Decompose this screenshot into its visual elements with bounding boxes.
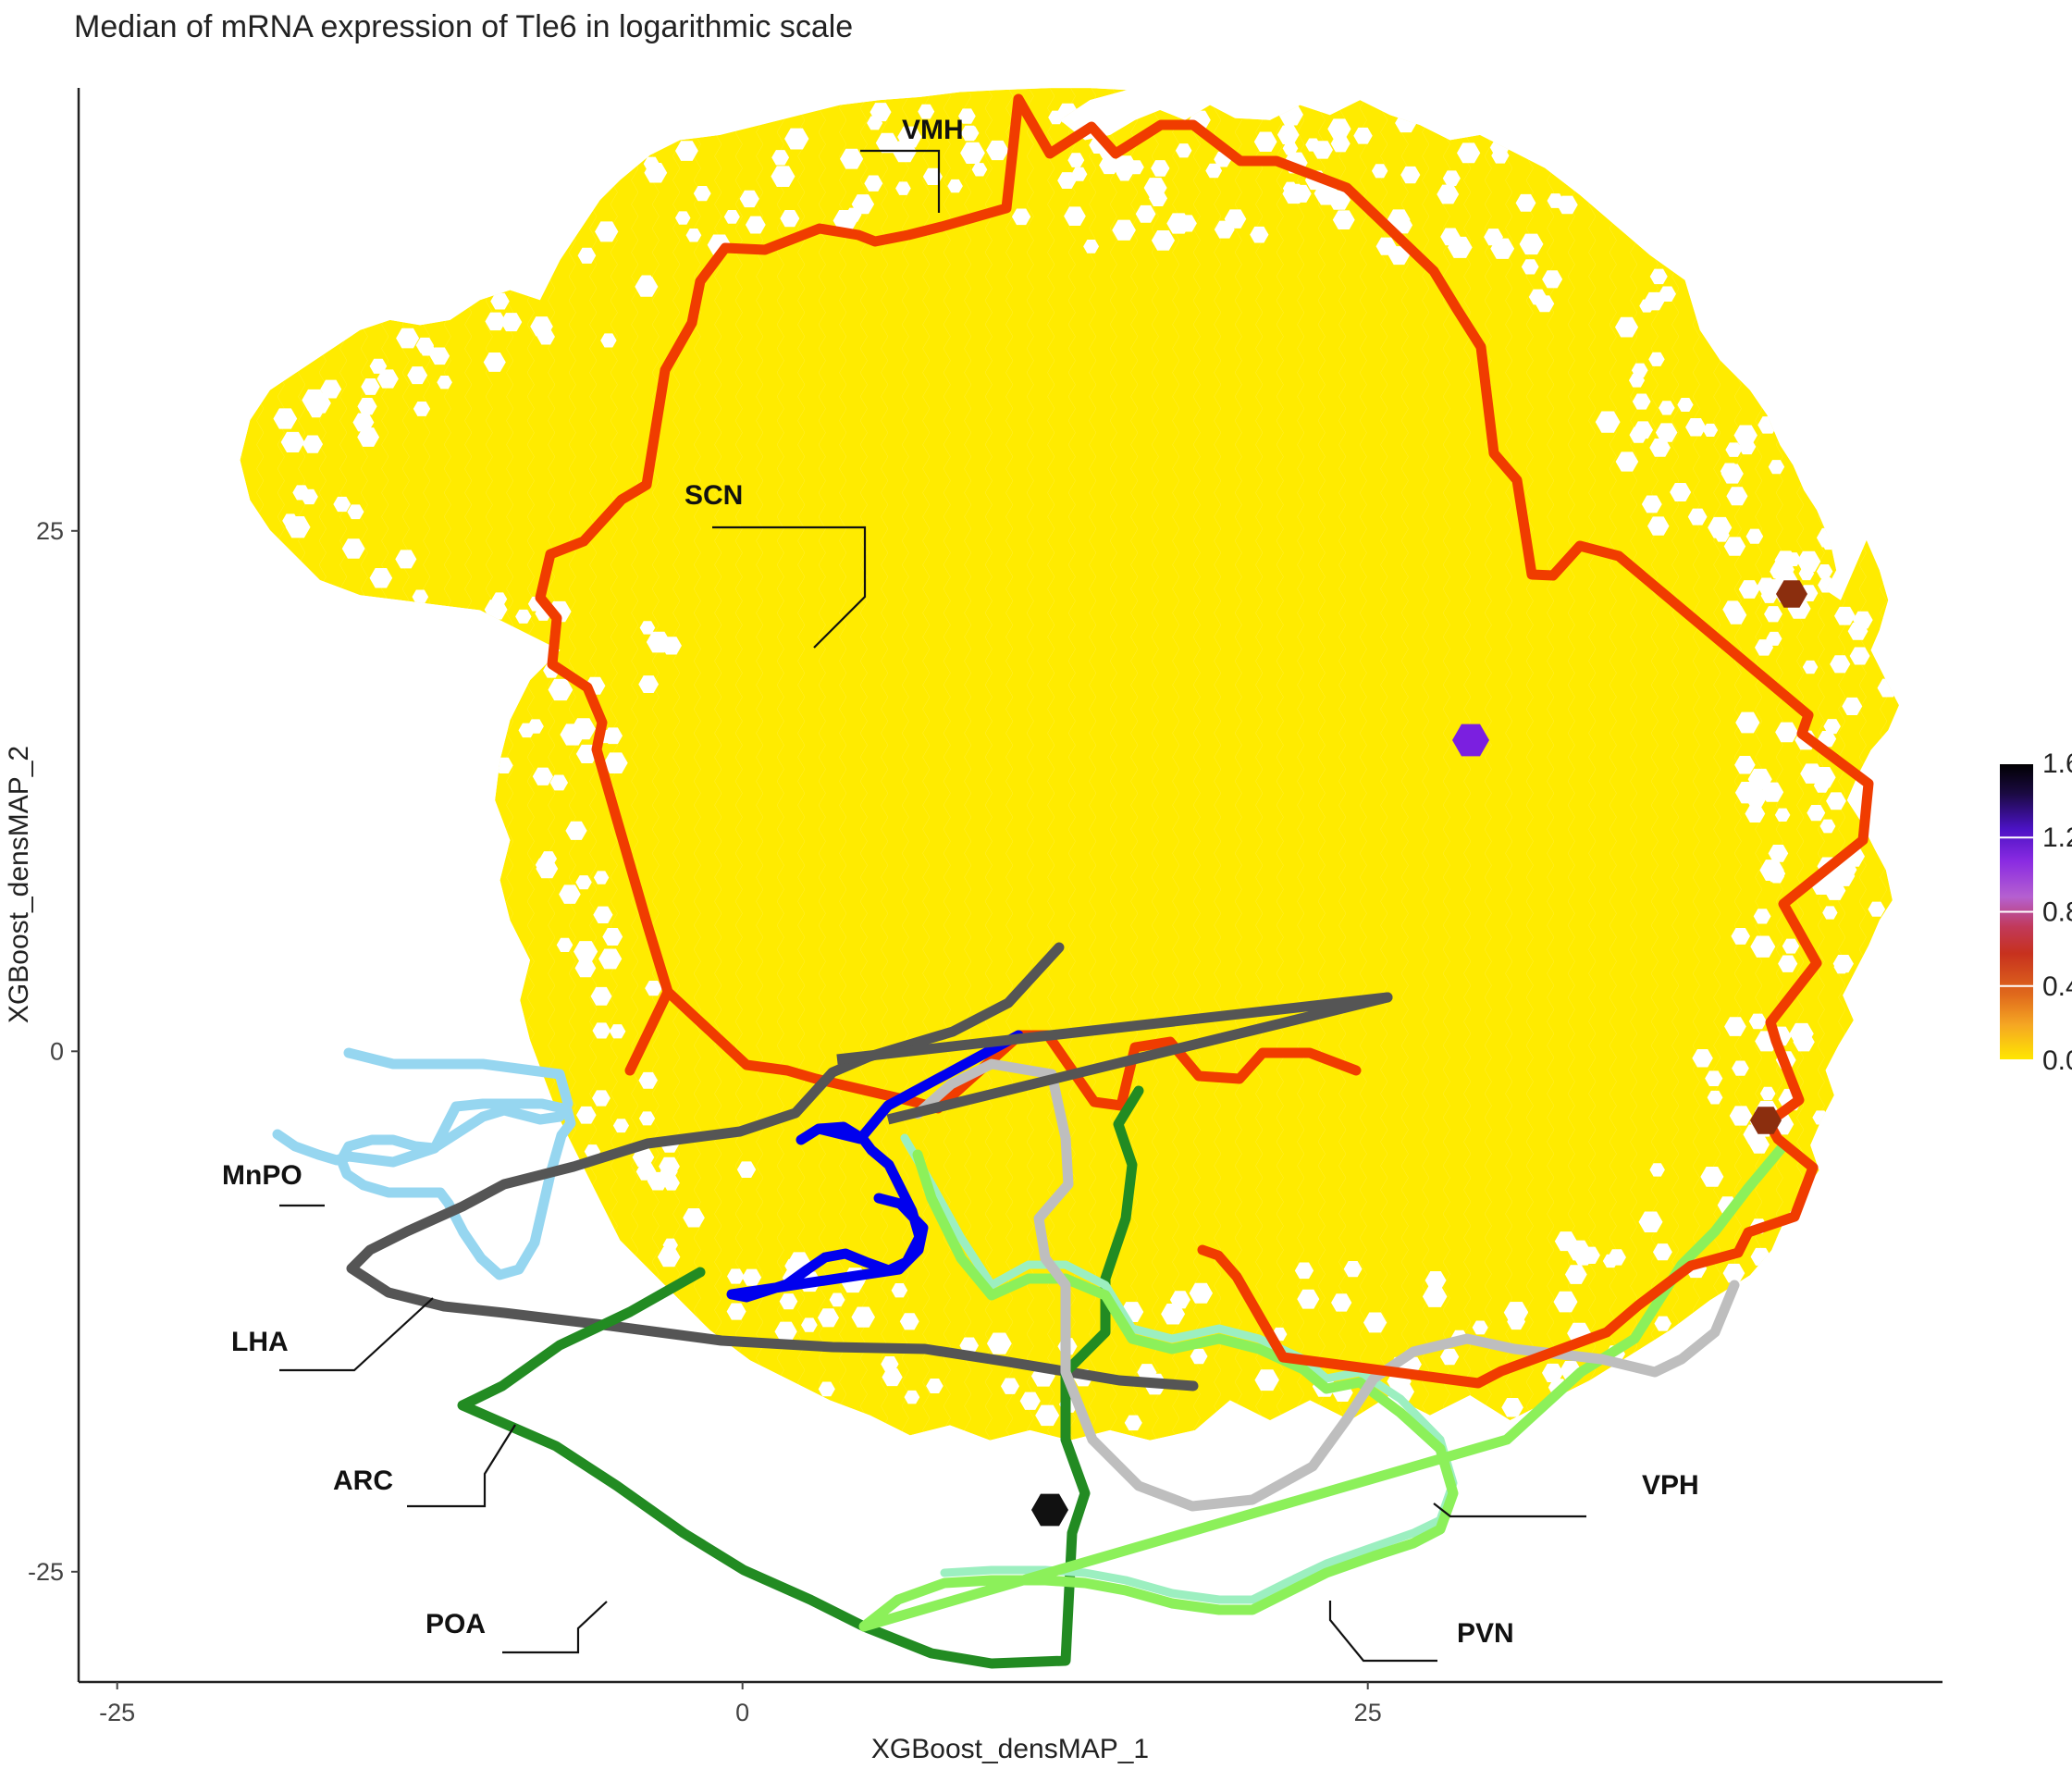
svg-text:VMH: VMH (902, 115, 964, 145)
svg-text:25: 25 (1354, 1699, 1382, 1726)
svg-text:SCN: SCN (684, 480, 743, 511)
svg-text:ARC: ARC (333, 1466, 393, 1496)
svg-text:1.2: 1.2 (2042, 822, 2072, 853)
svg-text:0.0: 0.0 (2042, 1045, 2072, 1076)
svg-text:MnPO: MnPO (222, 1160, 302, 1191)
svg-text:XGBoost_densMAP_2: XGBoost_densMAP_2 (4, 746, 34, 1023)
svg-text:25: 25 (36, 517, 64, 545)
svg-text:-25: -25 (99, 1699, 135, 1726)
svg-text:VPH: VPH (1642, 1470, 1699, 1501)
svg-text:LHA: LHA (231, 1327, 289, 1357)
svg-text:-25: -25 (28, 1558, 64, 1586)
svg-text:0.8: 0.8 (2042, 897, 2072, 928)
svg-text:1.6: 1.6 (2042, 748, 2072, 779)
svg-text:0: 0 (50, 1037, 64, 1065)
svg-text:Median of mRNA expression of T: Median of mRNA expression of Tle6 in log… (74, 9, 853, 44)
svg-text:0.4: 0.4 (2042, 971, 2072, 1002)
svg-text:0: 0 (735, 1699, 749, 1726)
svg-text:XGBoost_densMAP_1: XGBoost_densMAP_1 (871, 1734, 1149, 1764)
svg-text:POA: POA (426, 1609, 486, 1639)
svg-text:PVN: PVN (1457, 1618, 1514, 1649)
